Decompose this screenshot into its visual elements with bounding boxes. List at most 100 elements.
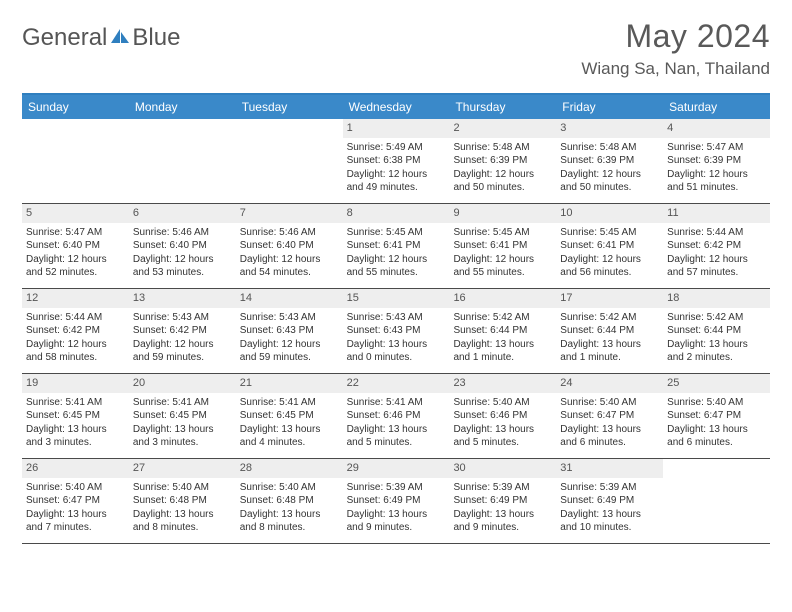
- daylight-text: Daylight: 13 hours and 9 minutes.: [347, 508, 446, 535]
- daylight-text: Daylight: 13 hours and 3 minutes.: [133, 423, 232, 450]
- sunrise-text: Sunrise: 5:41 AM: [347, 396, 446, 410]
- daylight-text: Daylight: 13 hours and 10 minutes.: [560, 508, 659, 535]
- day-cell: 2Sunrise: 5:48 AMSunset: 6:39 PMDaylight…: [449, 119, 556, 203]
- sunset-text: Sunset: 6:45 PM: [133, 409, 232, 423]
- day-number: 29: [343, 459, 450, 478]
- sunrise-text: Sunrise: 5:39 AM: [453, 481, 552, 495]
- day-number: 22: [343, 374, 450, 393]
- daylight-text: Daylight: 13 hours and 0 minutes.: [347, 338, 446, 365]
- day-cell: [236, 119, 343, 203]
- sunrise-text: Sunrise: 5:40 AM: [26, 481, 125, 495]
- sunrise-text: Sunrise: 5:47 AM: [26, 226, 125, 240]
- sunrise-text: Sunrise: 5:45 AM: [560, 226, 659, 240]
- day-cell: 16Sunrise: 5:42 AMSunset: 6:44 PMDayligh…: [449, 289, 556, 373]
- sunset-text: Sunset: 6:39 PM: [453, 154, 552, 168]
- sunrise-text: Sunrise: 5:40 AM: [560, 396, 659, 410]
- day-number: 30: [449, 459, 556, 478]
- weeks-container: 1Sunrise: 5:49 AMSunset: 6:38 PMDaylight…: [22, 119, 770, 544]
- sunset-text: Sunset: 6:49 PM: [453, 494, 552, 508]
- day-number: 5: [22, 204, 129, 223]
- sunrise-text: Sunrise: 5:39 AM: [560, 481, 659, 495]
- day-cell: 7Sunrise: 5:46 AMSunset: 6:40 PMDaylight…: [236, 204, 343, 288]
- sunrise-text: Sunrise: 5:39 AM: [347, 481, 446, 495]
- sunset-text: Sunset: 6:39 PM: [667, 154, 766, 168]
- day-cell: 11Sunrise: 5:44 AMSunset: 6:42 PMDayligh…: [663, 204, 770, 288]
- day-number: 21: [236, 374, 343, 393]
- sunrise-text: Sunrise: 5:42 AM: [453, 311, 552, 325]
- sunset-text: Sunset: 6:49 PM: [347, 494, 446, 508]
- weekday-header: Friday: [556, 95, 663, 119]
- daylight-text: Daylight: 12 hours and 56 minutes.: [560, 253, 659, 280]
- logo-text-1: General: [22, 24, 107, 52]
- day-cell: 1Sunrise: 5:49 AMSunset: 6:38 PMDaylight…: [343, 119, 450, 203]
- day-number: 20: [129, 374, 236, 393]
- day-cell: 30Sunrise: 5:39 AMSunset: 6:49 PMDayligh…: [449, 459, 556, 543]
- sunset-text: Sunset: 6:42 PM: [133, 324, 232, 338]
- day-cell: [129, 119, 236, 203]
- day-cell: 5Sunrise: 5:47 AMSunset: 6:40 PMDaylight…: [22, 204, 129, 288]
- day-number: 18: [663, 289, 770, 308]
- daylight-text: Daylight: 12 hours and 52 minutes.: [26, 253, 125, 280]
- day-cell: 8Sunrise: 5:45 AMSunset: 6:41 PMDaylight…: [343, 204, 450, 288]
- week-row: 1Sunrise: 5:49 AMSunset: 6:38 PMDaylight…: [22, 119, 770, 204]
- weekday-header: Sunday: [22, 95, 129, 119]
- sunset-text: Sunset: 6:44 PM: [667, 324, 766, 338]
- day-number: 14: [236, 289, 343, 308]
- day-cell: 14Sunrise: 5:43 AMSunset: 6:43 PMDayligh…: [236, 289, 343, 373]
- day-number: 26: [22, 459, 129, 478]
- sunset-text: Sunset: 6:45 PM: [240, 409, 339, 423]
- weekday-header: Tuesday: [236, 95, 343, 119]
- day-number: 4: [663, 119, 770, 138]
- day-number: 13: [129, 289, 236, 308]
- daylight-text: Daylight: 13 hours and 5 minutes.: [347, 423, 446, 450]
- day-cell: 25Sunrise: 5:40 AMSunset: 6:47 PMDayligh…: [663, 374, 770, 458]
- sunset-text: Sunset: 6:42 PM: [667, 239, 766, 253]
- day-number: 8: [343, 204, 450, 223]
- sunset-text: Sunset: 6:40 PM: [133, 239, 232, 253]
- sunset-text: Sunset: 6:42 PM: [26, 324, 125, 338]
- daylight-text: Daylight: 13 hours and 1 minute.: [560, 338, 659, 365]
- daylight-text: Daylight: 13 hours and 2 minutes.: [667, 338, 766, 365]
- day-number: 17: [556, 289, 663, 308]
- sunrise-text: Sunrise: 5:41 AM: [26, 396, 125, 410]
- sunrise-text: Sunrise: 5:47 AM: [667, 141, 766, 155]
- sunrise-text: Sunrise: 5:48 AM: [560, 141, 659, 155]
- sunrise-text: Sunrise: 5:40 AM: [453, 396, 552, 410]
- daylight-text: Daylight: 13 hours and 5 minutes.: [453, 423, 552, 450]
- day-cell: 21Sunrise: 5:41 AMSunset: 6:45 PMDayligh…: [236, 374, 343, 458]
- sunset-text: Sunset: 6:43 PM: [347, 324, 446, 338]
- sunset-text: Sunset: 6:38 PM: [347, 154, 446, 168]
- daylight-text: Daylight: 12 hours and 50 minutes.: [453, 168, 552, 195]
- sunrise-text: Sunrise: 5:42 AM: [560, 311, 659, 325]
- daylight-text: Daylight: 12 hours and 54 minutes.: [240, 253, 339, 280]
- day-number: 9: [449, 204, 556, 223]
- sunrise-text: Sunrise: 5:44 AM: [26, 311, 125, 325]
- day-cell: 10Sunrise: 5:45 AMSunset: 6:41 PMDayligh…: [556, 204, 663, 288]
- sail-icon: [109, 24, 131, 52]
- logo-text-2: Blue: [132, 24, 180, 52]
- sunset-text: Sunset: 6:49 PM: [560, 494, 659, 508]
- day-number: 3: [556, 119, 663, 138]
- daylight-text: Daylight: 12 hours and 58 minutes.: [26, 338, 125, 365]
- daylight-text: Daylight: 12 hours and 49 minutes.: [347, 168, 446, 195]
- sunset-text: Sunset: 6:41 PM: [347, 239, 446, 253]
- daylight-text: Daylight: 12 hours and 59 minutes.: [240, 338, 339, 365]
- daylight-text: Daylight: 12 hours and 59 minutes.: [133, 338, 232, 365]
- sunrise-text: Sunrise: 5:42 AM: [667, 311, 766, 325]
- day-cell: 9Sunrise: 5:45 AMSunset: 6:41 PMDaylight…: [449, 204, 556, 288]
- day-cell: [663, 459, 770, 543]
- daylight-text: Daylight: 13 hours and 4 minutes.: [240, 423, 339, 450]
- day-cell: [22, 119, 129, 203]
- sunrise-text: Sunrise: 5:43 AM: [347, 311, 446, 325]
- day-cell: 20Sunrise: 5:41 AMSunset: 6:45 PMDayligh…: [129, 374, 236, 458]
- day-cell: 28Sunrise: 5:40 AMSunset: 6:48 PMDayligh…: [236, 459, 343, 543]
- month-title: May 2024: [581, 18, 770, 55]
- day-cell: 3Sunrise: 5:48 AMSunset: 6:39 PMDaylight…: [556, 119, 663, 203]
- day-cell: 31Sunrise: 5:39 AMSunset: 6:49 PMDayligh…: [556, 459, 663, 543]
- week-row: 19Sunrise: 5:41 AMSunset: 6:45 PMDayligh…: [22, 374, 770, 459]
- week-row: 12Sunrise: 5:44 AMSunset: 6:42 PMDayligh…: [22, 289, 770, 374]
- weekday-header-row: SundayMondayTuesdayWednesdayThursdayFrid…: [22, 95, 770, 119]
- day-cell: 17Sunrise: 5:42 AMSunset: 6:44 PMDayligh…: [556, 289, 663, 373]
- day-cell: 29 Sunrise: 5:39 AMSunset: 6:49 PMDayligh…: [343, 459, 450, 543]
- day-number: 19: [22, 374, 129, 393]
